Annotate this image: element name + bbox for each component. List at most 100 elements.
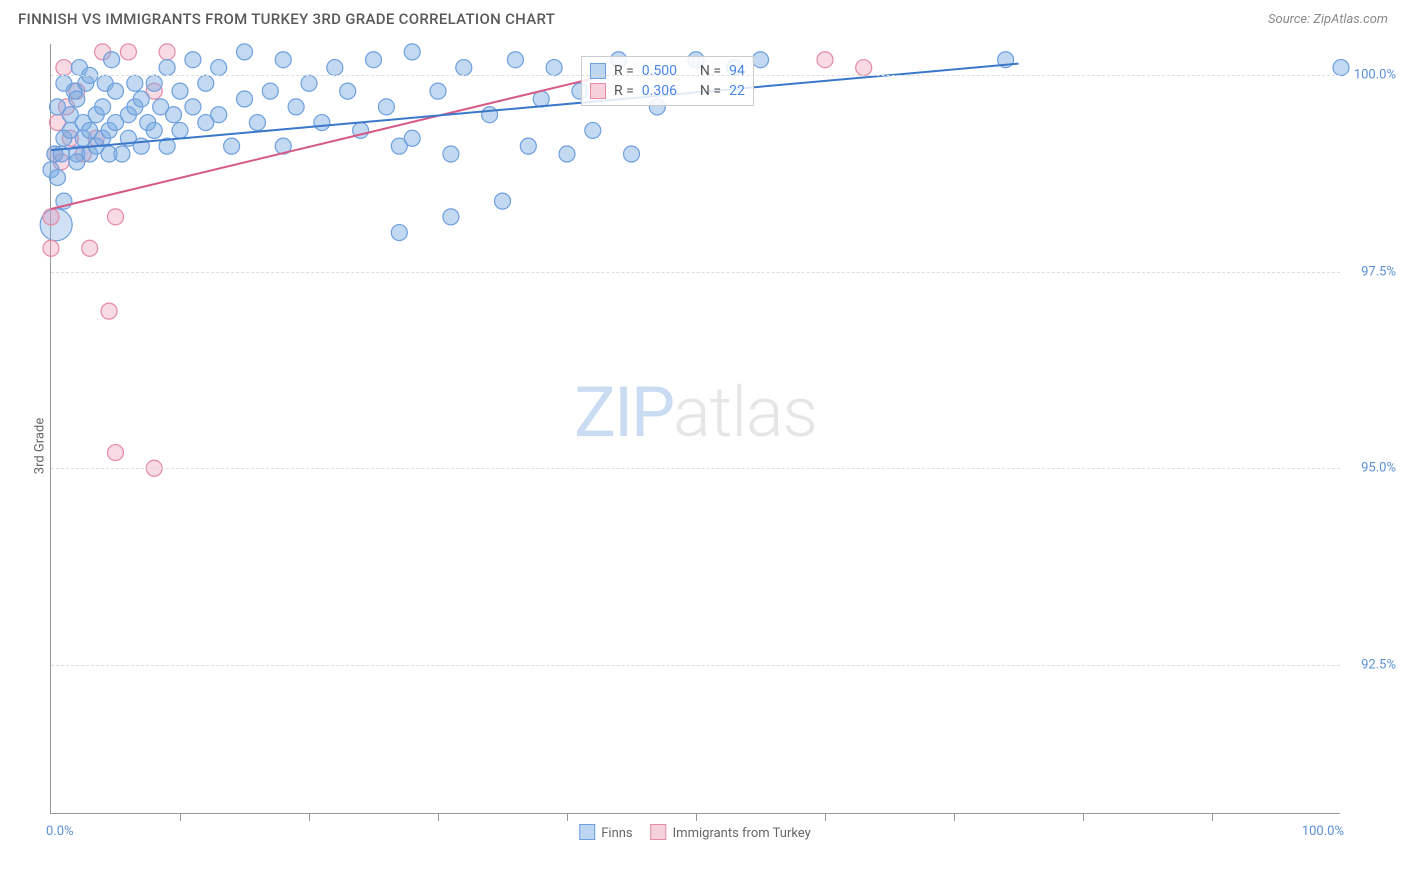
- x-tick: [180, 813, 181, 821]
- data-point: [172, 83, 188, 99]
- data-point: [146, 122, 162, 138]
- legend-swatch-icon: [590, 63, 606, 79]
- x-tick: [309, 813, 310, 821]
- data-point: [856, 60, 872, 76]
- data-point: [43, 209, 59, 225]
- stat-r-value: 0.500: [642, 63, 677, 79]
- data-point: [43, 240, 59, 256]
- stats-row: R = 0.306 N = 22: [590, 81, 745, 101]
- data-point: [211, 60, 227, 76]
- data-point: [101, 303, 117, 319]
- data-point: [288, 99, 304, 115]
- data-point: [753, 52, 769, 68]
- stat-n-label: N =: [700, 83, 721, 99]
- data-point: [378, 99, 394, 115]
- y-tick-label: 95.0%: [1346, 461, 1396, 476]
- data-point: [624, 146, 640, 162]
- data-point: [146, 75, 162, 91]
- data-point: [507, 52, 523, 68]
- data-point: [108, 445, 124, 461]
- data-point: [133, 91, 149, 107]
- x-tick: [1083, 813, 1084, 821]
- data-point: [495, 193, 511, 209]
- data-point: [262, 83, 278, 99]
- gridline: [51, 468, 1340, 469]
- x-axis-row: 0.0% FinnsImmigrants from Turkey 100.0%: [50, 824, 1340, 854]
- x-tick: [954, 813, 955, 821]
- data-point: [82, 240, 98, 256]
- legend-item: Immigrants from Turkey: [651, 824, 811, 841]
- x-max-label: 100.0%: [1302, 824, 1344, 839]
- data-point: [159, 44, 175, 60]
- chart-title: FINNISH VS IMMIGRANTS FROM TURKEY 3RD GR…: [18, 10, 555, 28]
- data-point: [224, 138, 240, 154]
- stats-box: R = 0.500 N = 94R = 0.306 N = 22: [581, 56, 754, 106]
- data-point: [520, 138, 536, 154]
- x-tick: [438, 813, 439, 821]
- data-point: [456, 60, 472, 76]
- legend-swatch-icon: [579, 824, 595, 840]
- legend-label: Finns: [601, 826, 632, 841]
- data-point: [391, 225, 407, 241]
- data-point: [533, 91, 549, 107]
- data-point: [249, 115, 265, 131]
- gridline: [51, 665, 1340, 666]
- source-label: Source: ZipAtlas.com: [1268, 12, 1388, 27]
- data-point: [108, 83, 124, 99]
- data-point: [108, 209, 124, 225]
- x-tick: [1212, 813, 1213, 821]
- data-point: [211, 107, 227, 123]
- plot-area: ZIPatlas R = 0.500 N = 94R = 0.306 N = 2…: [50, 44, 1340, 814]
- gridline: [51, 272, 1340, 273]
- data-point: [482, 107, 498, 123]
- y-tick-label: 100.0%: [1346, 68, 1396, 83]
- x-tick: [696, 813, 697, 821]
- chart-svg: [51, 44, 1340, 813]
- data-point: [559, 146, 575, 162]
- data-point: [185, 99, 201, 115]
- data-point: [404, 44, 420, 60]
- data-point: [237, 44, 253, 60]
- data-point: [327, 60, 343, 76]
- x-tick: [825, 813, 826, 821]
- data-point: [198, 75, 214, 91]
- data-point: [185, 52, 201, 68]
- stat-r-label: R =: [614, 63, 634, 79]
- legend-swatch-icon: [590, 83, 606, 99]
- gridline: [51, 75, 1340, 76]
- data-point: [172, 122, 188, 138]
- data-point: [127, 75, 143, 91]
- legend-item: Finns: [579, 824, 632, 841]
- stat-n-value: 22: [729, 83, 745, 99]
- data-point: [69, 91, 85, 107]
- data-point: [237, 91, 253, 107]
- data-point: [301, 75, 317, 91]
- data-point: [159, 60, 175, 76]
- legend-label: Immigrants from Turkey: [673, 826, 811, 841]
- stat-n-label: N =: [700, 63, 721, 79]
- data-point: [546, 60, 562, 76]
- y-axis-title: 3rd Grade: [33, 418, 48, 474]
- y-tick-label: 92.5%: [1346, 657, 1396, 672]
- data-point: [275, 52, 291, 68]
- data-point: [166, 107, 182, 123]
- x-min-label: 0.0%: [46, 824, 74, 839]
- x-tick: [567, 813, 568, 821]
- data-point: [49, 170, 65, 186]
- data-point: [404, 130, 420, 146]
- legend-swatch-icon: [651, 824, 667, 840]
- data-point: [585, 122, 601, 138]
- data-point: [366, 52, 382, 68]
- data-point: [314, 115, 330, 131]
- data-point: [114, 146, 130, 162]
- data-point: [817, 52, 833, 68]
- data-point: [95, 99, 111, 115]
- data-point: [104, 52, 120, 68]
- data-point: [443, 209, 459, 225]
- data-point: [430, 83, 446, 99]
- data-point: [340, 83, 356, 99]
- legend-bottom: Finns Immigrants from Turkey: [579, 824, 811, 841]
- stat-n-value: 94: [729, 63, 745, 79]
- stats-row: R = 0.500 N = 94: [590, 61, 745, 81]
- data-point: [443, 146, 459, 162]
